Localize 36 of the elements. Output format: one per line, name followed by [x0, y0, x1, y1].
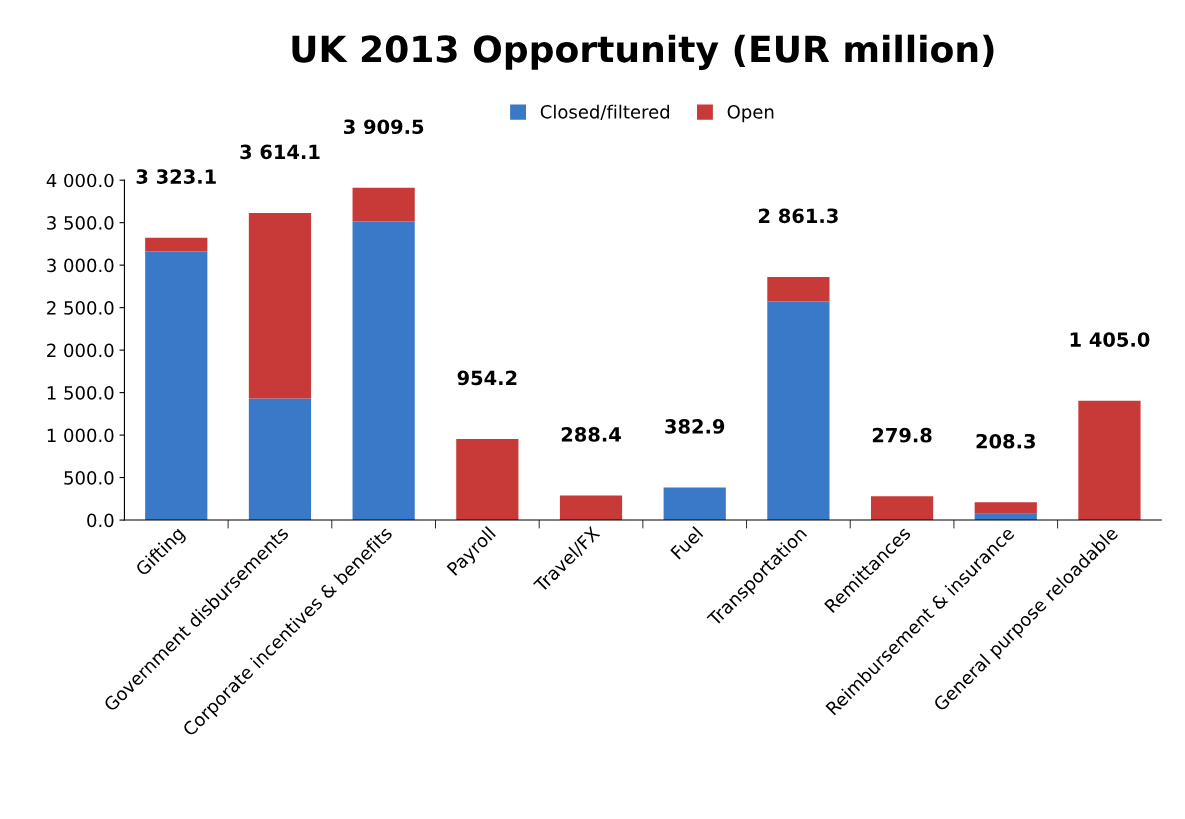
total-label: 2 861.3	[759, 208, 838, 224]
bar	[974, 502, 1037, 514]
y-tick-label: 2 000.0	[47, 343, 114, 358]
y-tick-label: 3 500.0	[47, 216, 114, 230]
y-tick-label: 1 500.0	[47, 386, 114, 400]
y-tick-label: 3 000.0	[47, 258, 114, 273]
bar	[456, 438, 519, 521]
total-label: 3 909.5	[344, 119, 424, 135]
total-label: 3 614.1	[240, 144, 320, 160]
y-tick-label: 1 000.0	[47, 428, 114, 443]
y-tick-label: 500.0	[64, 471, 114, 485]
bar	[248, 398, 312, 521]
bar	[767, 276, 830, 302]
y-tick-label: 0.0	[87, 513, 114, 528]
bar	[248, 212, 312, 399]
total-label: 954.2	[457, 370, 517, 386]
bar	[870, 496, 934, 521]
total-label: 288.4	[561, 427, 621, 442]
bar	[352, 221, 415, 521]
legend-label: Open	[727, 104, 774, 123]
bar	[145, 237, 208, 252]
legend-label: Closed/filtered	[540, 104, 670, 121]
bar	[559, 495, 623, 521]
y-tick-label: 2 500.0	[47, 301, 114, 315]
total-label: 208.3	[976, 433, 1035, 449]
bar	[1078, 400, 1141, 521]
bar	[767, 301, 830, 521]
bar	[145, 251, 208, 521]
bar	[663, 487, 726, 521]
total-label: 279.8	[872, 427, 932, 443]
bar	[352, 187, 415, 222]
y-tick-label: 4 000.0	[46, 173, 114, 188]
total-label: 382.9	[665, 419, 725, 434]
total-label: 1 405.0	[1070, 332, 1150, 347]
total-label: 3 323.1	[136, 169, 216, 184]
chart-title: UK 2013 Opportunity (EUR million)	[292, 34, 994, 70]
